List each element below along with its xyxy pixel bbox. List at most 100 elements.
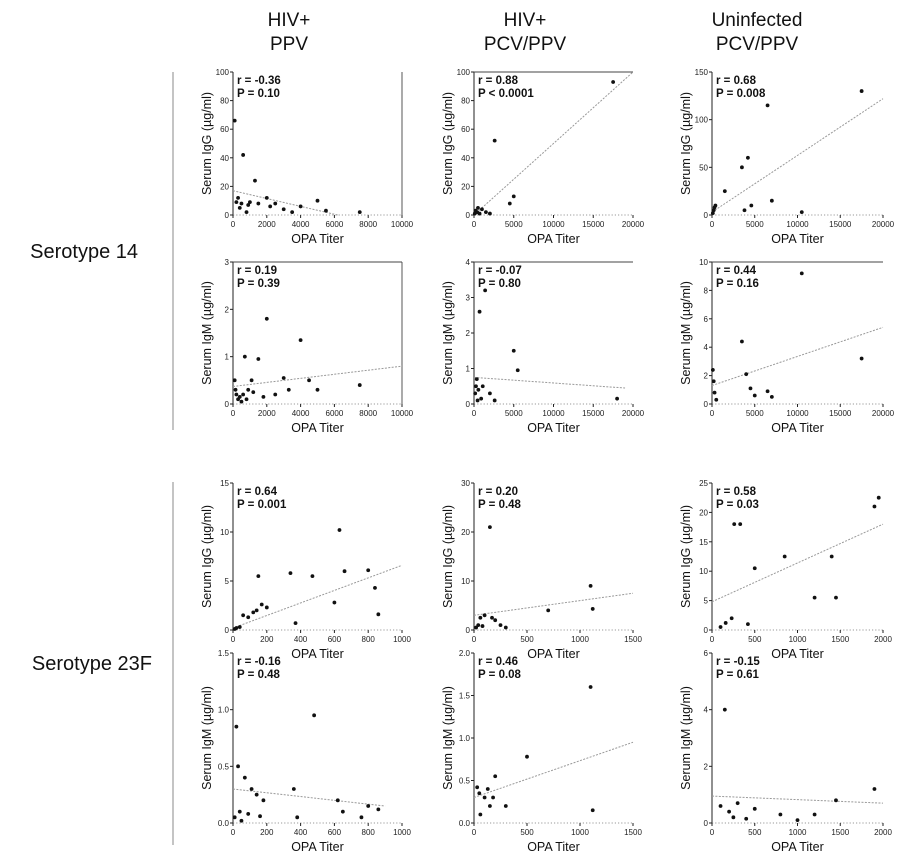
data-point xyxy=(241,613,246,618)
data-point xyxy=(490,615,494,620)
data-point xyxy=(251,390,256,395)
x-tick-label: 0 xyxy=(710,828,715,837)
data-point xyxy=(722,189,727,194)
y-tick-label: 60 xyxy=(461,125,470,134)
data-point xyxy=(488,211,492,216)
x-tick-label: 15000 xyxy=(829,409,852,418)
column-header-1-line2: PPV xyxy=(270,34,308,55)
data-point xyxy=(236,195,240,200)
x-tick-label: 10000 xyxy=(786,409,809,418)
y-tick-label: 6 xyxy=(704,315,709,324)
data-point xyxy=(749,203,754,208)
data-point xyxy=(498,623,503,627)
data-point xyxy=(366,804,371,808)
data-point xyxy=(740,165,744,170)
data-point xyxy=(249,378,254,383)
x-tick-label: 15000 xyxy=(582,409,605,418)
data-point xyxy=(264,605,269,610)
data-point xyxy=(273,392,278,397)
data-point xyxy=(244,397,249,402)
p-value: P = 0.48 xyxy=(237,669,281,681)
data-point xyxy=(248,200,252,205)
data-point xyxy=(295,815,300,820)
data-point xyxy=(241,392,246,397)
x-tick-label: 800 xyxy=(362,635,376,644)
x-tick-label: 20000 xyxy=(872,409,895,418)
y-tick-label: 4 xyxy=(466,258,471,267)
data-point xyxy=(256,201,261,206)
data-point xyxy=(722,707,727,712)
p-value: P < 0.0001 xyxy=(478,88,534,100)
x-tick-label: 20000 xyxy=(872,220,895,229)
y-tick-label: 100 xyxy=(216,68,230,77)
x-tick-label: 1500 xyxy=(624,828,642,837)
y-tick-label: 100 xyxy=(695,116,709,125)
data-point xyxy=(480,624,485,628)
regression-line xyxy=(232,788,386,807)
data-point xyxy=(515,368,520,373)
x-tick-label: 10000 xyxy=(542,409,565,418)
x-axis-label: OPA Titer xyxy=(291,232,344,246)
x-axis-label: OPA Titer xyxy=(527,840,580,854)
x-tick-label: 10000 xyxy=(391,220,414,229)
data-point xyxy=(232,118,237,123)
data-point xyxy=(234,200,239,205)
y-tick-label: 6 xyxy=(704,649,709,658)
y-tick-label: 15 xyxy=(699,538,708,547)
y-axis-label: Serum IgM (µg/ml) xyxy=(441,686,455,790)
data-point xyxy=(477,211,482,216)
y-tick-label: 4 xyxy=(704,706,709,715)
y-tick-label: 3 xyxy=(466,294,471,303)
data-point xyxy=(713,203,718,208)
data-point xyxy=(477,309,482,314)
regression-line xyxy=(473,71,634,216)
p-value: P = 0.39 xyxy=(237,278,280,290)
y-tick-label: 0 xyxy=(225,211,230,220)
data-point xyxy=(588,584,593,588)
p-value: P = 0.48 xyxy=(478,499,522,511)
y-tick-label: 1.0 xyxy=(459,734,471,743)
data-point xyxy=(799,271,804,276)
x-axis-label: OPA Titer xyxy=(527,421,580,435)
y-axis-label: Serum IgG (µg/ml) xyxy=(679,92,693,195)
data-point xyxy=(765,389,770,394)
data-point xyxy=(312,713,317,718)
data-point xyxy=(769,198,774,203)
data-point xyxy=(332,600,337,605)
data-point xyxy=(291,787,296,791)
correlation-r: r = -0.36 xyxy=(237,75,281,87)
data-point xyxy=(727,809,731,814)
data-point xyxy=(503,625,508,630)
y-axis-label: Serum IgM (µg/ml) xyxy=(200,686,214,790)
x-tick-label: 20000 xyxy=(622,220,645,229)
data-point xyxy=(373,585,377,590)
panel-r3-c2: 0 10 20 30 0 500 1000 1500 OPA Titer Serum IgG (µ… xyxy=(441,479,642,661)
y-tick-label: 10 xyxy=(699,567,708,576)
y-tick-label: 0.5 xyxy=(459,777,471,786)
data-point xyxy=(765,103,770,108)
x-tick-label: 6000 xyxy=(326,409,344,418)
data-point xyxy=(476,387,481,392)
data-point xyxy=(241,153,246,157)
x-tick-label: 10000 xyxy=(786,220,809,229)
y-axis-label: Serum IgM (µg/ml) xyxy=(679,686,693,790)
data-point xyxy=(237,625,242,629)
y-tick-label: 10 xyxy=(461,577,470,586)
data-point xyxy=(239,818,244,823)
correlation-r: r = 0.64 xyxy=(237,486,278,498)
data-point xyxy=(752,566,757,571)
y-tick-label: 8 xyxy=(704,286,709,295)
regression-line xyxy=(473,376,626,389)
data-point xyxy=(237,205,242,210)
y-tick-label: 2 xyxy=(466,329,471,338)
regression-line xyxy=(232,564,403,629)
data-point xyxy=(477,791,482,796)
data-point xyxy=(366,568,371,573)
data-point xyxy=(340,809,345,814)
data-point xyxy=(273,201,278,206)
y-tick-label: 100 xyxy=(457,68,471,77)
y-tick-label: 5 xyxy=(704,597,709,606)
y-tick-label: 2 xyxy=(225,305,230,314)
y-tick-label: 80 xyxy=(220,97,229,106)
data-point xyxy=(507,201,512,206)
